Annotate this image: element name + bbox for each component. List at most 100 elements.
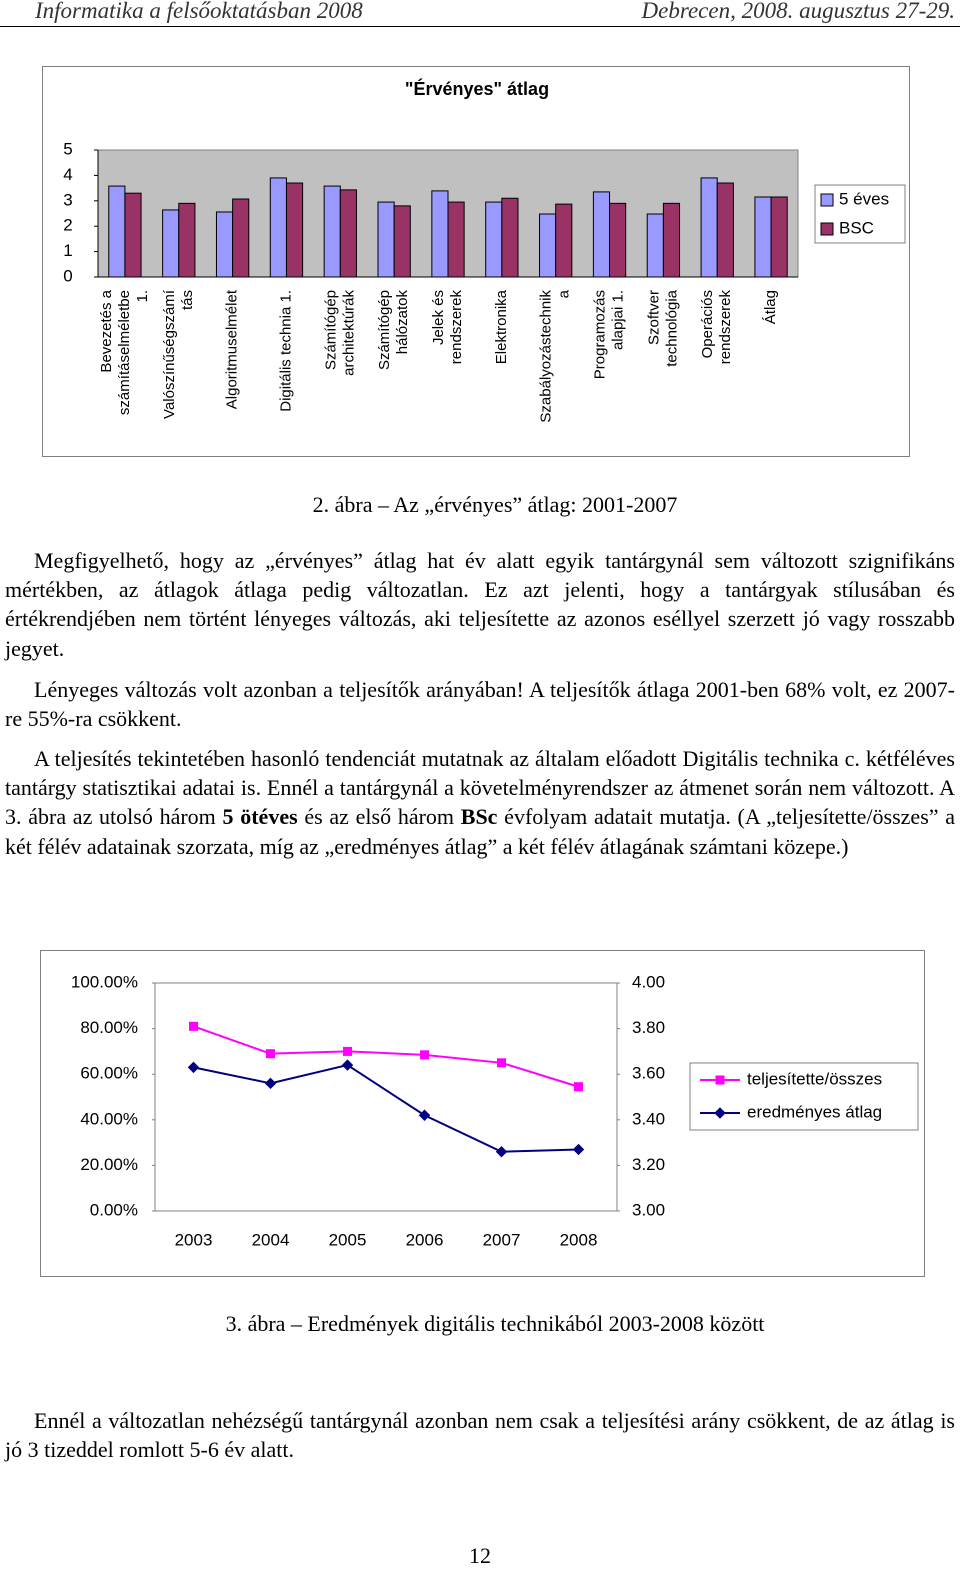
x-tick-label: Valószínűségszámítás bbox=[161, 289, 196, 419]
paragraph: Ennél a változatlan nehézségű tantárgyná… bbox=[5, 1408, 955, 1463]
marker bbox=[189, 1021, 198, 1031]
bar bbox=[592, 191, 611, 278]
y2-tick-label: 3.80 bbox=[632, 1018, 665, 1037]
y2-tick-label: 3.60 bbox=[632, 1064, 665, 1083]
paragraph: A teljesítés tekintetében hasonló tenden… bbox=[5, 744, 955, 861]
x-tick-label: Programozásalapjai 1. bbox=[592, 290, 627, 379]
bar bbox=[377, 201, 395, 278]
x-tick-label: Szabályozástechnika bbox=[538, 289, 573, 422]
y-tick-label: 5 bbox=[63, 139, 72, 158]
bar bbox=[555, 203, 573, 278]
bar bbox=[269, 177, 287, 278]
x-tick-label: Bevezetés aszámításelméletbe1. bbox=[98, 289, 151, 415]
x-tick-label: Szoftvertechnológia bbox=[645, 289, 680, 366]
bar bbox=[609, 202, 627, 278]
series-line bbox=[193, 1064, 579, 1153]
x-tick-label: 2003 bbox=[175, 1230, 213, 1249]
marker bbox=[715, 1075, 725, 1085]
marker bbox=[343, 1046, 352, 1056]
header-left: Informatika a felsőoktatásban 2008 bbox=[35, 0, 363, 23]
x-tick-label: Átlag bbox=[762, 290, 779, 324]
x-tick-label: 2006 bbox=[406, 1230, 444, 1249]
y-tick-label: 40.00% bbox=[80, 1109, 138, 1128]
x-tick-label: 2005 bbox=[329, 1230, 367, 1249]
x-tick-label: Számítógéparchitektúrák bbox=[322, 290, 357, 376]
header-rule bbox=[0, 26, 960, 27]
legend-label: eredményes átlag bbox=[747, 1102, 882, 1121]
bar bbox=[646, 213, 664, 278]
text-run: A teljesítés tekintetében hasonló tenden… bbox=[5, 746, 955, 830]
plot-area bbox=[154, 982, 618, 1212]
bar bbox=[178, 202, 196, 278]
x-tick-label: Operációsrendszerek bbox=[699, 290, 734, 365]
legend-label: teljesítette/összes bbox=[747, 1069, 882, 1088]
y2-tick-label: 4.00 bbox=[632, 972, 665, 991]
x-tick-label: Algoritmuselmélet bbox=[224, 289, 241, 409]
text-run: évfolyam adatait mutatja. (A „teljesítet… bbox=[5, 804, 956, 859]
marker bbox=[495, 1146, 508, 1158]
y-tick-label: 60.00% bbox=[80, 1064, 138, 1083]
x-tick-label: 2008 bbox=[560, 1230, 598, 1249]
bar bbox=[754, 196, 772, 278]
bar bbox=[539, 213, 557, 278]
line-chart: 0.00% 20.00% 40.00% 60.00% 80.00% 100.00% 3.00… bbox=[40, 950, 925, 1277]
page-number: 12 bbox=[469, 1543, 491, 1568]
legend-label: 5 éves bbox=[839, 189, 889, 208]
y-tick-label: 2 bbox=[63, 216, 72, 235]
legend-label: BSC bbox=[839, 218, 874, 237]
y-tick-label: 80.00% bbox=[80, 1018, 138, 1037]
bar bbox=[770, 196, 788, 278]
bar bbox=[232, 198, 250, 278]
bar bbox=[485, 201, 503, 278]
marker bbox=[497, 1058, 506, 1068]
bar bbox=[393, 205, 411, 278]
y-tick-label: 1 bbox=[63, 241, 72, 260]
bar-chart: "Érvényes" átlag 0 1 2 3 4 5 Bevezetés aszámít… bbox=[42, 66, 910, 457]
bold-run: BSc bbox=[460, 804, 498, 830]
caption: 2. ábra – Az „érvényes” átlag: 2001-2007 bbox=[312, 492, 678, 517]
y-tick-label: 4 bbox=[63, 165, 72, 184]
series-line bbox=[193, 1025, 579, 1088]
marker bbox=[574, 1082, 583, 1092]
marker bbox=[572, 1143, 585, 1156]
bold-run: 5 ötéves bbox=[222, 804, 298, 830]
x-tick-label: Jelek ésrendszerek bbox=[430, 290, 465, 365]
legend-box bbox=[689, 1062, 919, 1131]
marker bbox=[418, 1109, 431, 1121]
marker bbox=[341, 1059, 354, 1071]
text-run: és az első három bbox=[297, 804, 461, 830]
bar bbox=[323, 185, 341, 278]
bar bbox=[124, 192, 142, 278]
chart-title: "Érvényes" átlag bbox=[405, 78, 549, 99]
legend-swatch bbox=[820, 222, 834, 236]
paragraph: Lényeges változás volt azonban a teljesí… bbox=[5, 677, 955, 732]
y-tick-label: 0.00% bbox=[90, 1200, 138, 1219]
x-tick-label: Elektronika bbox=[493, 289, 510, 364]
legend-swatch bbox=[820, 193, 834, 207]
x-tick-label: Digitális technia 1. bbox=[277, 290, 294, 412]
marker bbox=[187, 1061, 200, 1074]
marker bbox=[264, 1077, 277, 1090]
y-tick-label: 0 bbox=[63, 266, 72, 285]
y2-tick-label: 3.20 bbox=[632, 1155, 665, 1174]
bar bbox=[431, 190, 449, 278]
bar bbox=[339, 189, 357, 278]
y-tick-label: 100.00% bbox=[71, 972, 138, 991]
bar bbox=[716, 182, 734, 278]
bar bbox=[215, 211, 234, 278]
y2-tick-label: 3.00 bbox=[632, 1200, 665, 1219]
bar bbox=[501, 197, 519, 278]
bar bbox=[162, 209, 180, 278]
bar bbox=[662, 202, 681, 278]
bar bbox=[447, 201, 465, 278]
paragraph: Megfigyelhető, hogy az „érvényes” átlag … bbox=[5, 548, 955, 661]
y-tick-label: 20.00% bbox=[80, 1155, 138, 1174]
x-tick-label: 2007 bbox=[483, 1230, 521, 1249]
bar bbox=[700, 177, 718, 278]
y2-tick-label: 3.40 bbox=[632, 1109, 665, 1128]
bar bbox=[285, 182, 304, 278]
y-tick-label: 3 bbox=[63, 190, 72, 209]
marker bbox=[266, 1049, 275, 1059]
header-right: Debrecen, 2008. augusztus 27-29. bbox=[641, 0, 955, 23]
